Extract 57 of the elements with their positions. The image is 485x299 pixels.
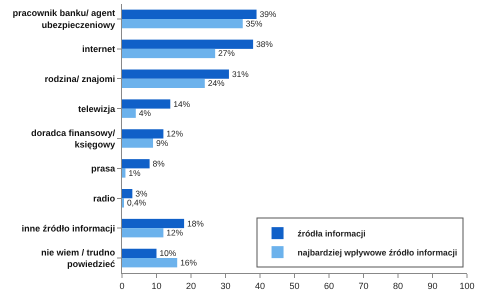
data-label: 1%	[128, 168, 142, 178]
x-tick-label: 20	[186, 280, 196, 291]
data-label: 38%	[256, 38, 274, 49]
y-tick-label: doradca finansowy/ księgowy	[31, 128, 116, 150]
bar	[122, 258, 178, 268]
data-label: 39%	[260, 9, 277, 20]
bar	[122, 99, 170, 109]
bar	[122, 129, 164, 138]
x-tick-label: 30	[220, 280, 231, 291]
x-tick-label: 100	[459, 280, 475, 291]
bar	[122, 159, 150, 168]
x-tick-label: 50	[289, 280, 300, 291]
y-tick-label: radio	[93, 193, 116, 204]
data-label: 27%	[218, 48, 236, 58]
x-tick-label: 80	[392, 280, 404, 291]
bar	[122, 218, 184, 228]
bar	[122, 69, 229, 79]
data-label: 31%	[232, 68, 250, 79]
y-tick-label: pracownik banku/ agent ubezpieczeniowy	[12, 8, 116, 30]
data-label: 18%	[187, 218, 204, 228]
legend-label: źródła informacji	[298, 228, 366, 238]
y-tick-label: internet	[82, 44, 116, 54]
y-tick-label: prasa	[91, 164, 116, 174]
data-label: 12%	[166, 228, 184, 238]
data-label: 0,4%	[127, 198, 147, 208]
bar	[122, 78, 205, 88]
data-label: 35%	[246, 18, 264, 28]
data-label: 16%	[180, 257, 198, 268]
bar	[122, 189, 132, 198]
bar	[122, 168, 126, 178]
data-label: 4%	[138, 108, 152, 118]
bar	[122, 138, 154, 148]
x-tick-label: 90	[427, 280, 438, 291]
data-label: 24%	[208, 78, 226, 88]
data-label: 10%	[160, 248, 177, 258]
bar	[122, 248, 156, 258]
y-tick-label: telewizja	[78, 104, 116, 114]
bar	[122, 228, 164, 238]
bar	[122, 108, 136, 118]
data-label: 8%	[152, 158, 166, 169]
x-tick-label: 0	[119, 280, 125, 291]
data-label: 12%	[166, 128, 184, 139]
bar	[122, 10, 257, 19]
data-label: 3%	[135, 188, 148, 198]
y-tick-label: nie wiem / trudno powiedzieć	[41, 247, 116, 270]
x-tick-label: 70	[358, 280, 369, 291]
y-tick-label: rodzina/ znajomi	[44, 74, 116, 84]
x-tick-label: 10	[151, 280, 162, 291]
bar	[122, 18, 243, 28]
y-tick-label: inne źródło informacji	[22, 223, 116, 234]
bar	[122, 40, 254, 49]
bar	[122, 48, 216, 58]
data-label: 9%	[156, 138, 169, 148]
legend-label: najbardziej wpływowe źródło informacji	[298, 247, 458, 258]
x-tick-label: 40	[254, 280, 266, 291]
data-label: 14%	[173, 98, 191, 109]
x-tick-label: 60	[324, 280, 334, 291]
